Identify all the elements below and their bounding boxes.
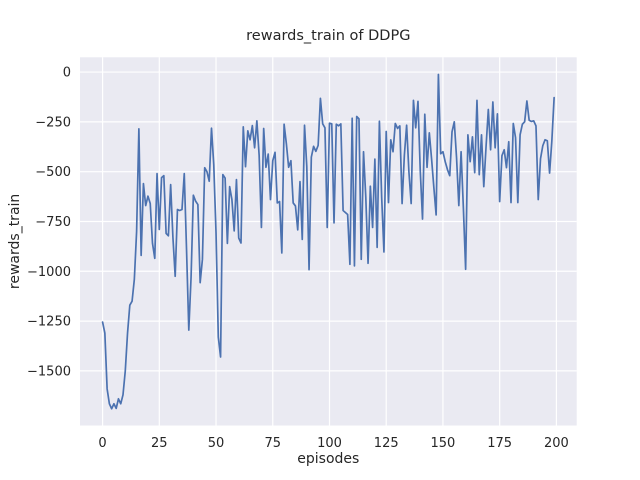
x-tick-labels: 0 25 50 75 100 125 150 175 200 — [98, 436, 568, 451]
x-tick-label: 75 — [264, 436, 281, 451]
rewards-line-series — [101, 73, 555, 410]
x-tick-label: 100 — [317, 436, 342, 451]
y-tick-label: −250 — [35, 115, 71, 130]
y-tick-label: 0 — [63, 66, 71, 81]
y-tick-label: −750 — [35, 215, 71, 230]
chart-title: rewards_train of DDPG — [246, 28, 410, 44]
y-tick-label: −500 — [35, 165, 71, 180]
y-tick-labels: 0 −250 −500 −750 −1000 −1250 −1500 — [27, 66, 71, 380]
y-tick-label: −1250 — [27, 315, 71, 330]
x-axis-label: episodes — [297, 451, 359, 467]
x-tick-label: 150 — [431, 436, 456, 451]
x-tick-label: 25 — [151, 436, 168, 451]
x-tick-label: 50 — [208, 436, 225, 451]
y-tick-label: −1500 — [27, 364, 71, 379]
x-tick-label: 125 — [374, 436, 399, 451]
y-axis-label: rewards_train — [7, 194, 23, 289]
x-tick-label: 175 — [487, 436, 512, 451]
x-tick-label: 0 — [98, 436, 106, 451]
x-tick-label: 200 — [544, 436, 569, 451]
y-tick-label: −1000 — [27, 265, 71, 280]
